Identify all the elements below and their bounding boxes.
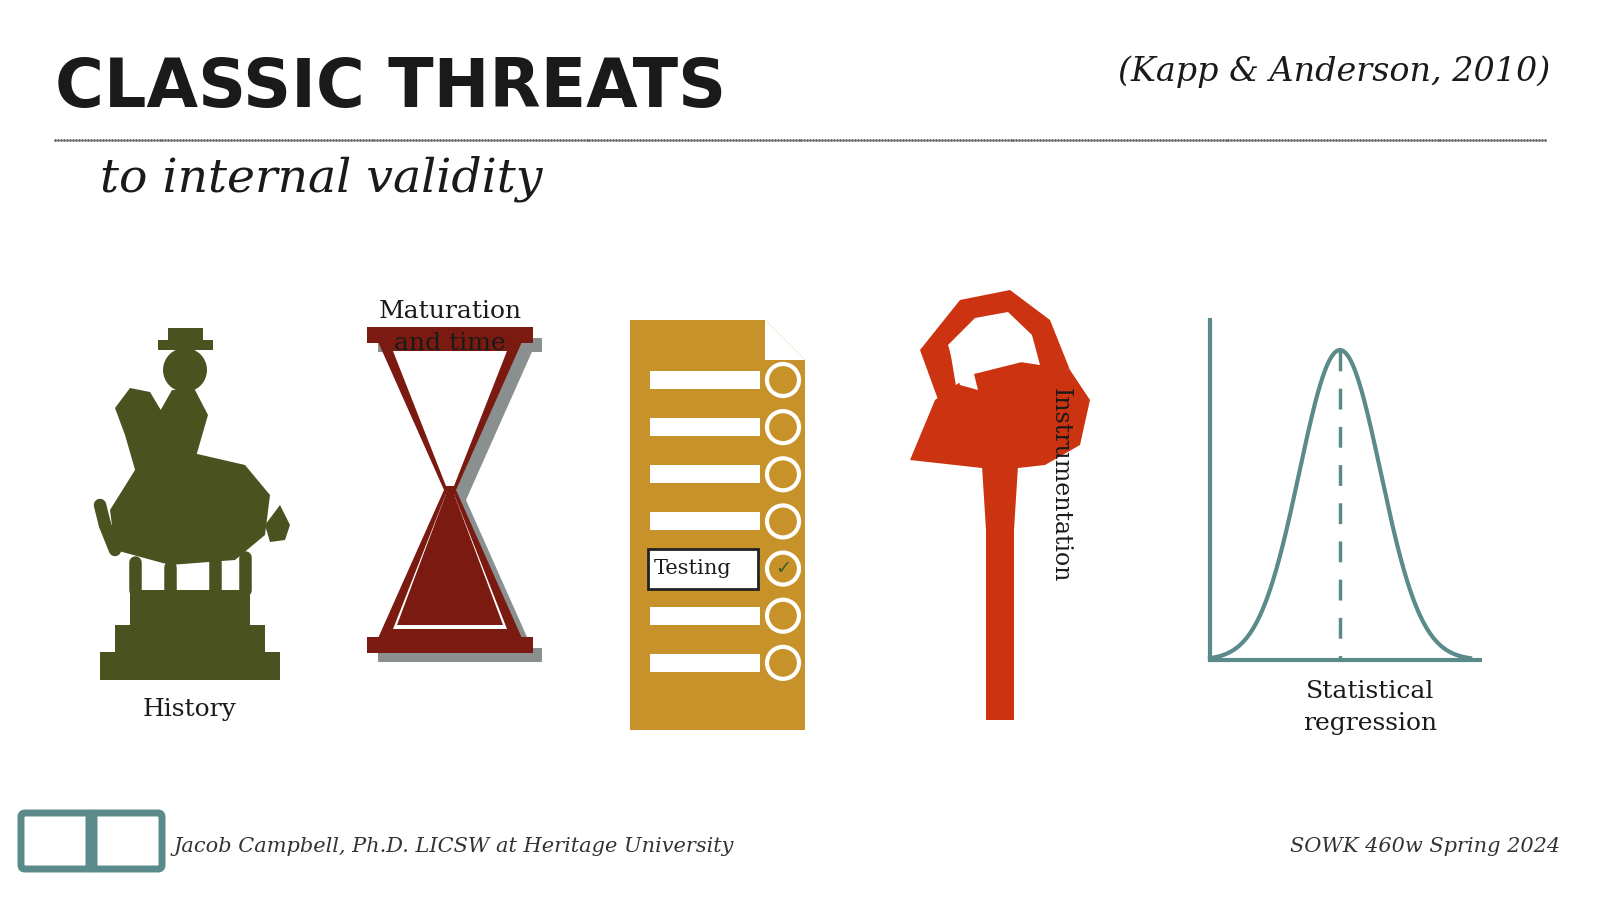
- Polygon shape: [155, 390, 208, 462]
- Circle shape: [766, 458, 798, 491]
- Bar: [650, 512, 760, 530]
- Text: (Kapp & Anderson, 2010): (Kapp & Anderson, 2010): [1118, 55, 1550, 87]
- Text: Statistical
regression: Statistical regression: [1302, 680, 1437, 735]
- Polygon shape: [981, 450, 1019, 720]
- Polygon shape: [630, 320, 805, 730]
- Circle shape: [766, 411, 798, 443]
- Bar: [157, 340, 213, 350]
- Bar: [650, 465, 760, 483]
- Bar: [168, 328, 203, 340]
- Bar: [378, 648, 542, 662]
- Text: Testing: Testing: [654, 559, 731, 578]
- Text: ✓: ✓: [774, 559, 790, 578]
- Circle shape: [766, 647, 798, 679]
- Polygon shape: [266, 505, 290, 542]
- Circle shape: [766, 364, 798, 396]
- Bar: [650, 371, 760, 389]
- Circle shape: [163, 348, 206, 392]
- Polygon shape: [374, 490, 525, 645]
- Text: SOWK 460w Spring 2024: SOWK 460w Spring 2024: [1290, 838, 1560, 857]
- Text: CLASSIC THREATS: CLASSIC THREATS: [54, 55, 726, 121]
- Bar: [366, 637, 533, 653]
- Polygon shape: [115, 388, 162, 435]
- Polygon shape: [394, 351, 507, 486]
- Polygon shape: [125, 405, 168, 480]
- Polygon shape: [397, 494, 502, 625]
- Circle shape: [766, 506, 798, 537]
- Bar: [650, 418, 760, 436]
- Text: Maturation
and time: Maturation and time: [379, 300, 522, 355]
- Polygon shape: [386, 500, 534, 655]
- Bar: [99, 652, 280, 680]
- Polygon shape: [765, 320, 805, 360]
- Bar: [648, 549, 758, 589]
- Text: History: History: [142, 698, 237, 721]
- Bar: [650, 560, 760, 578]
- Polygon shape: [110, 450, 270, 565]
- Bar: [115, 625, 266, 652]
- Bar: [366, 327, 533, 343]
- Circle shape: [766, 553, 798, 585]
- Text: to internal validity: to internal validity: [99, 155, 542, 202]
- Circle shape: [766, 599, 798, 632]
- Text: Jacob Campbell, Ph.D. LICSW at Heritage University: Jacob Campbell, Ph.D. LICSW at Heritage …: [173, 838, 733, 857]
- Polygon shape: [947, 312, 1040, 390]
- Polygon shape: [386, 345, 534, 500]
- Polygon shape: [374, 335, 525, 490]
- Text: Instrumentation: Instrumentation: [1048, 388, 1072, 582]
- Bar: [650, 654, 760, 672]
- Polygon shape: [394, 494, 507, 629]
- Bar: [378, 338, 542, 352]
- Polygon shape: [910, 360, 1090, 470]
- Bar: [130, 590, 250, 625]
- Polygon shape: [920, 290, 1070, 410]
- Bar: [650, 607, 760, 625]
